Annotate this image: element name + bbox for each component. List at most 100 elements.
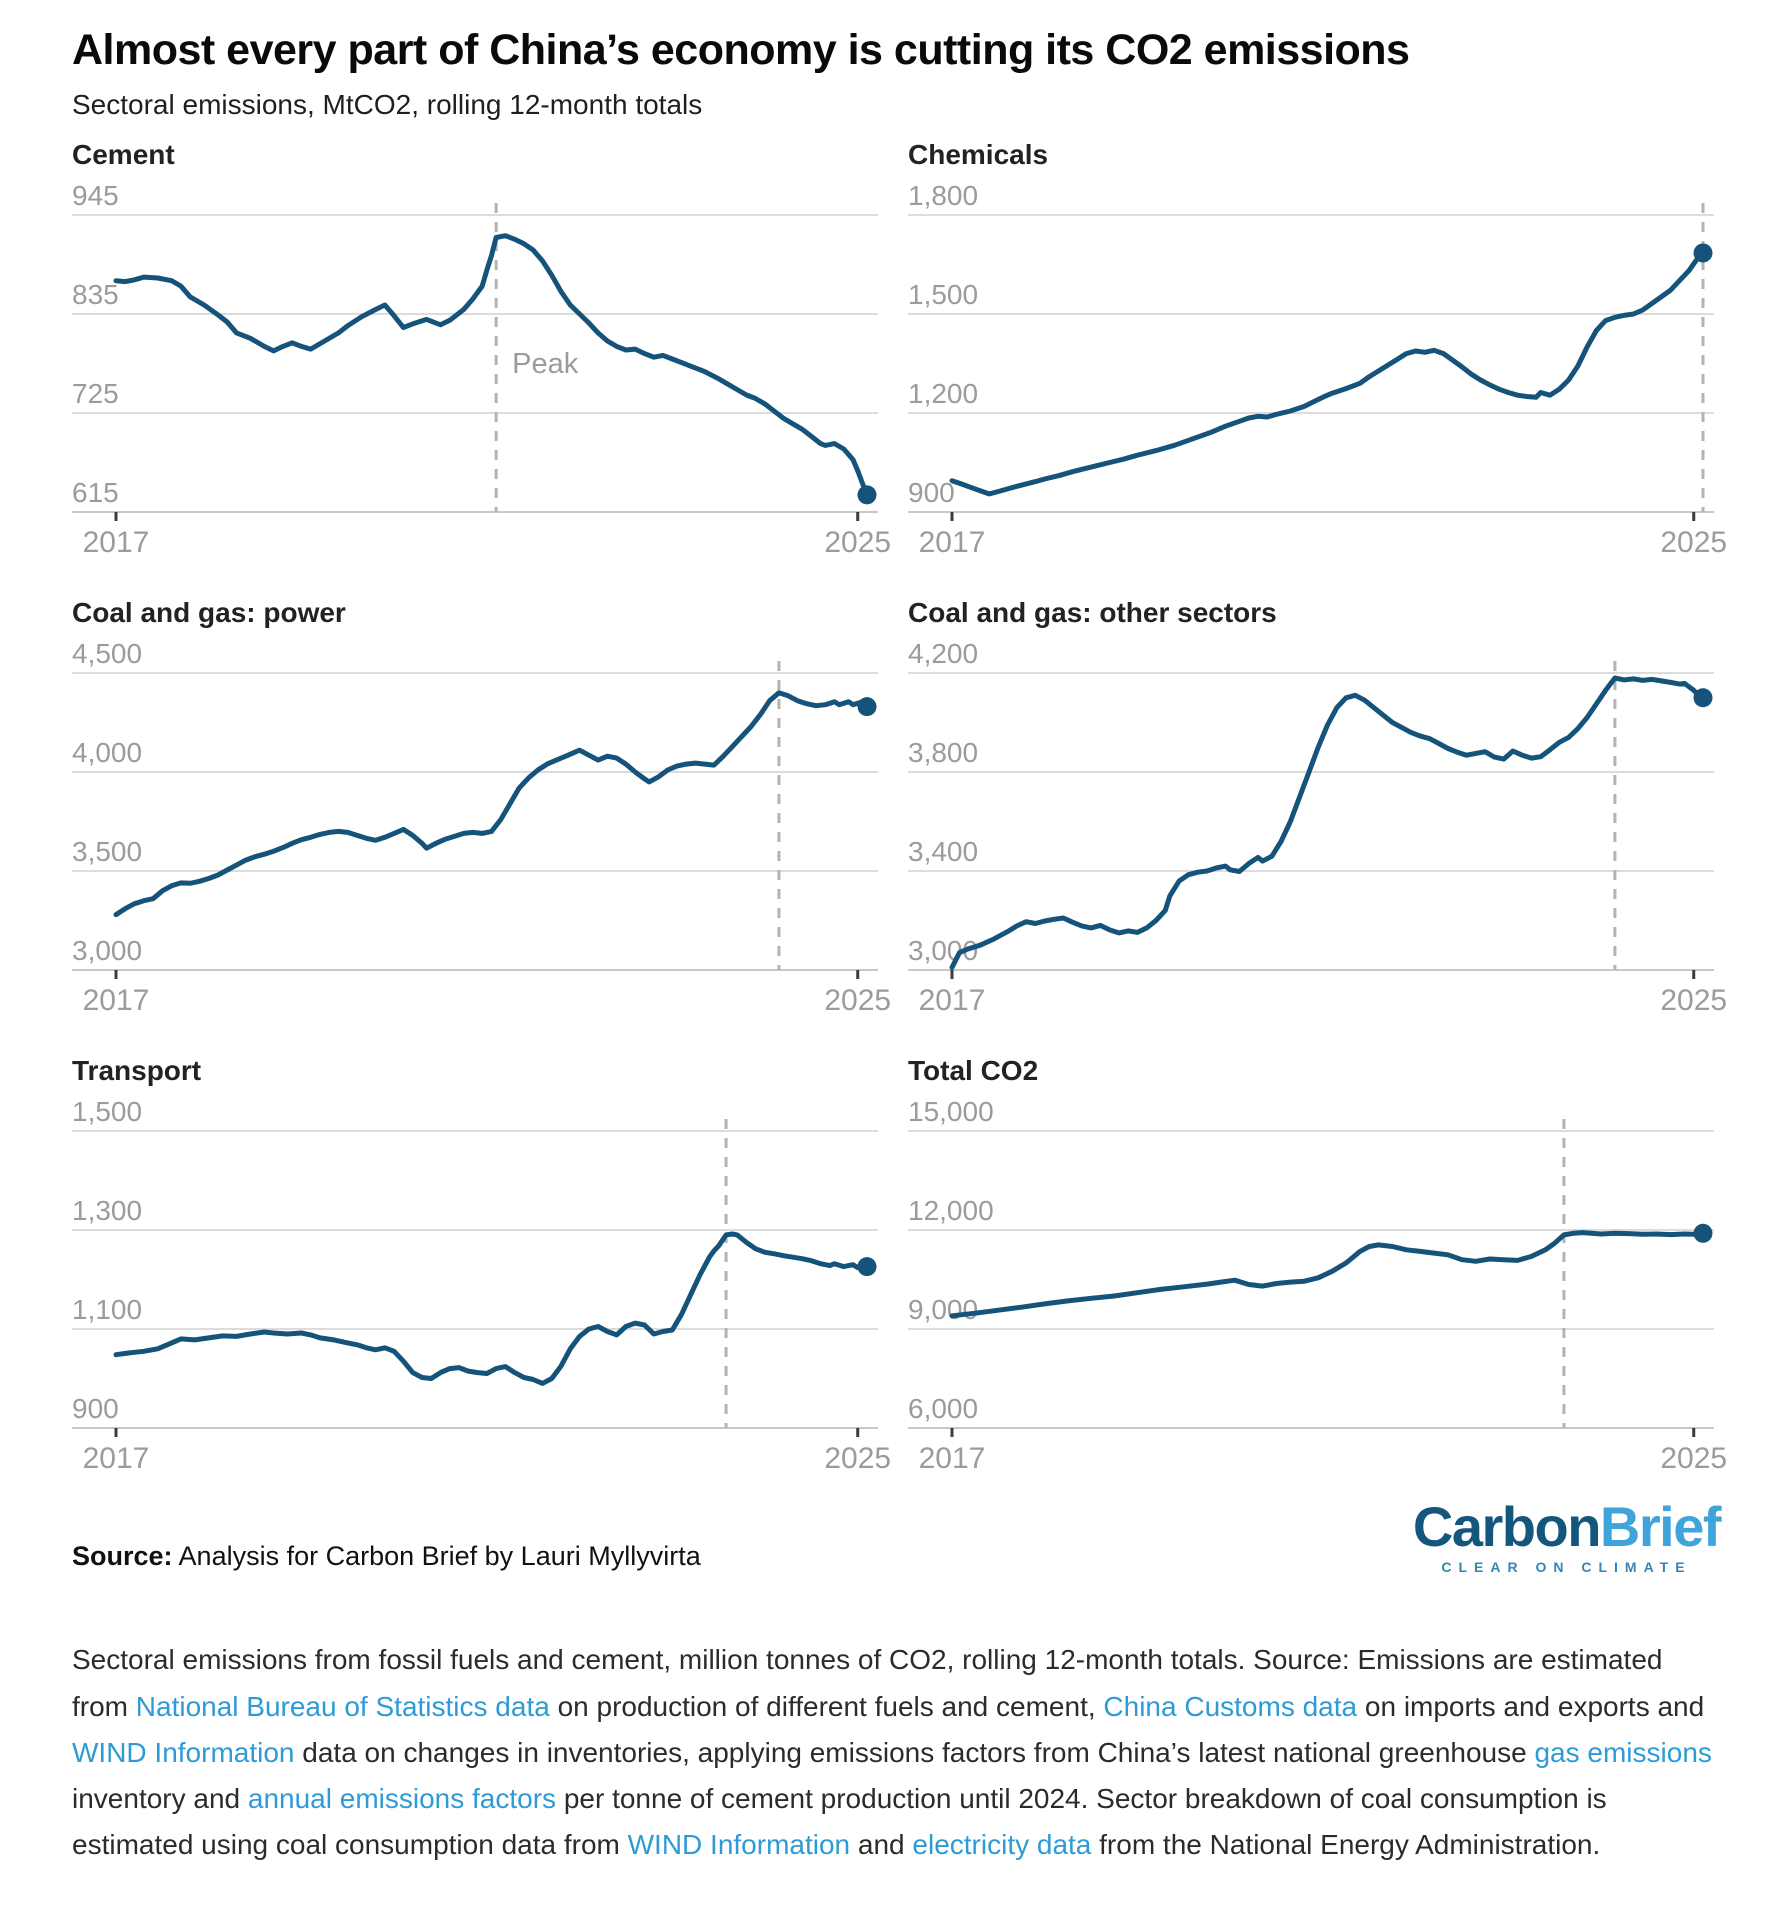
body-text: on production of different fuels and cem… [549, 1690, 1104, 1722]
inline-link[interactable]: WIND Information [72, 1736, 295, 1768]
chart-svg-chemicals: 1,800 1,500 1,200 900 2017 2025 [908, 180, 1727, 559]
y-tick-label: 835 [72, 279, 119, 310]
x-tick-label: 2017 [83, 1442, 150, 1475]
source-label: Source: [72, 1541, 173, 1572]
chart-panel-coal-gas-power: Coal and gas: power 4,500 4,000 3,500 3,000… [72, 597, 891, 1017]
chart-panel-transport: Transport 1,500 1,300 1,100 900 2017 2025 [72, 1055, 891, 1475]
x-tick-label: 2017 [919, 526, 986, 559]
carbon-brief-logo: CarbonBrief CLEAR ON CLIMATE [1413, 1499, 1722, 1576]
y-tick-label: 6,000 [908, 1393, 978, 1424]
charts-grid: Cement 945 835 725 615 Peak 2017 2025 Chemical… [0, 139, 1786, 1475]
chart-panel-chemicals: Chemicals 1,800 1,500 1,200 900 2017 2025 [908, 139, 1727, 559]
body-text: on imports and exports and [1357, 1690, 1705, 1722]
footer-row: Source: Analysis for Carbon Brief by Lau… [0, 1499, 1786, 1611]
y-tick-label: 1,300 [72, 1195, 142, 1226]
series-line [949, 1230, 1706, 1319]
chart-title-coal-gas-power: Coal and gas: power [72, 597, 346, 629]
inline-link[interactable]: annual emissions factors [247, 1783, 557, 1814]
y-tick-label: 3,000 [72, 935, 142, 966]
body-text: Sectoral emissions from fossil fuels and… [72, 1644, 1663, 1722]
body-text: per tonne of cement production until 202… [72, 1783, 1607, 1861]
y-tick-label: 3,800 [908, 737, 978, 768]
y-tick-label: 3,500 [72, 836, 142, 867]
y-tick-label: 3,400 [908, 836, 978, 867]
chart-panel-cement: Cement 945 835 725 615 Peak 2017 2025 [72, 139, 891, 559]
logo-wordmark: CarbonBrief [1413, 1499, 1722, 1555]
chart-area-total-co2: 15,000 12,000 9,000 6,000 2017 2025 [908, 1096, 1727, 1475]
inline-link[interactable]: electricity data [912, 1829, 1092, 1861]
source-text: Analysis for Carbon Brief by Lauri Mylly… [172, 1541, 701, 1572]
chart-area-coal-gas-power: 4,500 4,000 3,500 3,000 2017 2025 [72, 638, 891, 1017]
chart-area-coal-gas-other: 4,200 3,800 3,400 3,000 2017 2025 [908, 638, 1727, 1017]
x-tick-label: 2025 [1660, 1442, 1727, 1475]
y-tick-label: 4,200 [908, 638, 978, 669]
chart-svg-total-co2: 15,000 12,000 9,000 6,000 2017 2025 [908, 1096, 1727, 1475]
chart-title-transport: Transport [72, 1055, 202, 1087]
chart-title-chemicals: Chemicals [908, 139, 1049, 171]
y-tick-label: 900 [72, 1393, 119, 1424]
x-tick-label: 2017 [919, 984, 986, 1017]
x-tick-label: 2017 [83, 984, 150, 1017]
page-title: Almost every part of China’s economy is … [72, 26, 1410, 74]
series-line [113, 690, 870, 918]
y-tick-label: 4,000 [72, 737, 142, 768]
chart-svg-coal-gas-power: 4,500 4,000 3,500 3,000 2017 2025 [72, 638, 891, 1017]
x-tick-label: 2025 [824, 1442, 891, 1475]
latest-point-dot [857, 1257, 877, 1277]
series-line [113, 233, 870, 498]
inline-link[interactable]: gas emissions [1534, 1736, 1712, 1768]
y-tick-label: 1,800 [908, 180, 978, 211]
chart-area-cement: 945 835 725 615 Peak 2017 2025 [72, 180, 891, 559]
series-line [949, 675, 1706, 971]
y-tick-label: 615 [72, 477, 119, 508]
series-line [113, 1231, 870, 1387]
body-text: and [850, 1829, 913, 1861]
page-subtitle: Sectoral emissions, MtCO2, rolling 12-mo… [72, 89, 703, 121]
chart-area-transport: 1,500 1,300 1,100 900 2017 2025 [72, 1096, 891, 1475]
y-tick-label: 945 [72, 180, 119, 211]
y-tick-label: 725 [72, 378, 119, 409]
y-tick-label: 15,000 [908, 1096, 994, 1127]
chart-title-coal-gas-other: Coal and gas: other sectors [908, 597, 1277, 629]
y-tick-label: 1,500 [72, 1096, 142, 1127]
y-tick-label: 4,500 [72, 638, 142, 669]
x-tick-label: 2025 [824, 984, 891, 1017]
logo-brief-text: Brief [1599, 1495, 1722, 1559]
chart-area-chemicals: 1,800 1,500 1,200 900 2017 2025 [908, 180, 1727, 559]
x-tick-label: 2017 [919, 1442, 986, 1475]
y-tick-label: 12,000 [908, 1195, 994, 1226]
logo-carbon-text: Carbon [1412, 1495, 1602, 1559]
page-header: Almost every part of China’s economy is … [0, 0, 1786, 121]
series-line [949, 250, 1706, 497]
latest-point-dot [857, 697, 877, 717]
y-tick-label: 1,500 [908, 279, 978, 310]
y-tick-label: 900 [908, 477, 955, 508]
latest-point-dot [1693, 688, 1713, 708]
inline-link[interactable]: China Customs data [1103, 1690, 1358, 1722]
inline-link[interactable]: WIND Information [627, 1829, 851, 1861]
methodology-note: Sectoral emissions from fossil fuels and… [0, 1637, 1786, 1868]
peak-label: Peak [512, 348, 579, 380]
y-tick-label: 1,100 [72, 1294, 142, 1325]
chart-panel-coal-gas-other: Coal and gas: other sectors 4,200 3,800 3,… [908, 597, 1727, 1017]
body-text: inventory and [72, 1783, 248, 1814]
body-text: from the National Energy Administration. [1091, 1829, 1601, 1861]
x-tick-label: 2017 [83, 526, 150, 559]
y-tick-label: 9,000 [908, 1294, 978, 1325]
latest-point-dot [1693, 1224, 1713, 1244]
logo-tagline: CLEAR ON CLIMATE [1441, 1559, 1692, 1576]
chart-title-cement: Cement [72, 139, 175, 171]
latest-point-dot [1693, 243, 1713, 263]
x-tick-label: 2025 [1660, 984, 1727, 1017]
x-tick-label: 2025 [1660, 526, 1727, 559]
source-line: Source: Analysis for Carbon Brief by Lau… [72, 1541, 701, 1572]
latest-point-dot [857, 485, 877, 505]
inline-link[interactable]: National Bureau of Statistics data [135, 1690, 550, 1722]
chart-title-total-co2: Total CO2 [908, 1055, 1039, 1087]
y-tick-label: 1,200 [908, 378, 978, 409]
chart-svg-transport: 1,500 1,300 1,100 900 2017 2025 [72, 1096, 891, 1475]
x-tick-label: 2025 [824, 526, 891, 559]
chart-svg-cement: 945 835 725 615 Peak 2017 2025 [72, 180, 891, 559]
chart-panel-total-co2: Total CO2 15,000 12,000 9,000 6,000 2017 2025 [908, 1055, 1727, 1475]
